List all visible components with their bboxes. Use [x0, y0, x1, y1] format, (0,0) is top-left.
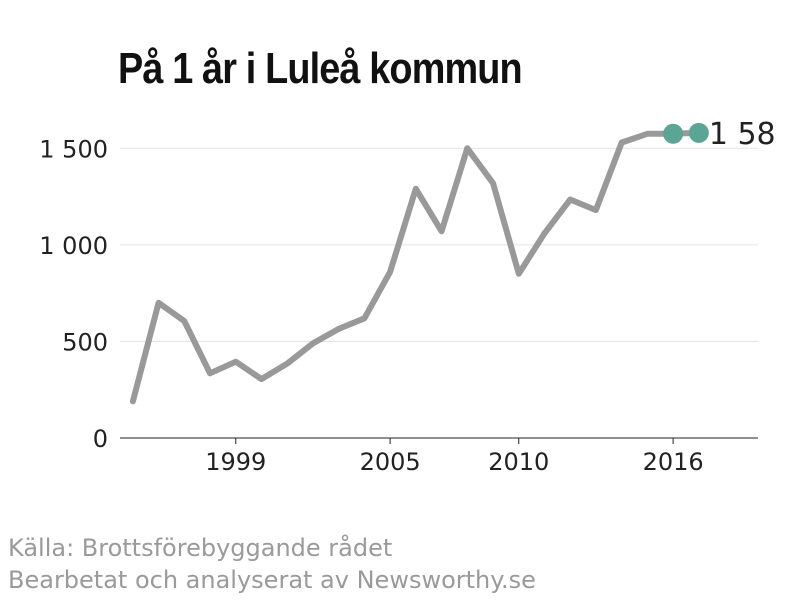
- y-tick-label-500: 500: [62, 328, 108, 356]
- gridlines: [120, 147, 758, 342]
- series-line: [129, 129, 702, 405]
- source-note: Källa: Brottsförebyggande rådet: [8, 534, 393, 562]
- end-value-label: 1 58: [709, 117, 776, 152]
- highlight-point-2017: [688, 122, 709, 143]
- highlight-point-2016: [663, 123, 684, 144]
- y-tick-label-1500: 1 500: [39, 135, 108, 163]
- axes: [120, 437, 758, 444]
- credit-note: Bearbetat och analyserat av Newsworthy.s…: [8, 566, 536, 594]
- y-tick-label-1000: 1 000: [39, 232, 108, 260]
- y-tick-label-0: 0: [93, 425, 108, 453]
- series: [129, 122, 709, 405]
- x-tick-label-2016: 2016: [643, 448, 704, 476]
- tick-labels: 0 500 1 000 1 500 1999 2005 2010 2016 1 58: [39, 117, 775, 476]
- chart-title: På 1 år i Luleå kommun: [118, 44, 523, 93]
- x-tick-label-2005: 2005: [360, 448, 421, 476]
- x-tick-label-1999: 1999: [205, 448, 266, 476]
- x-tick-label-2010: 2010: [488, 448, 549, 476]
- line-chart: 0 500 1 000 1 500 1999 2005 2010 2016 1 58: [39, 117, 775, 476]
